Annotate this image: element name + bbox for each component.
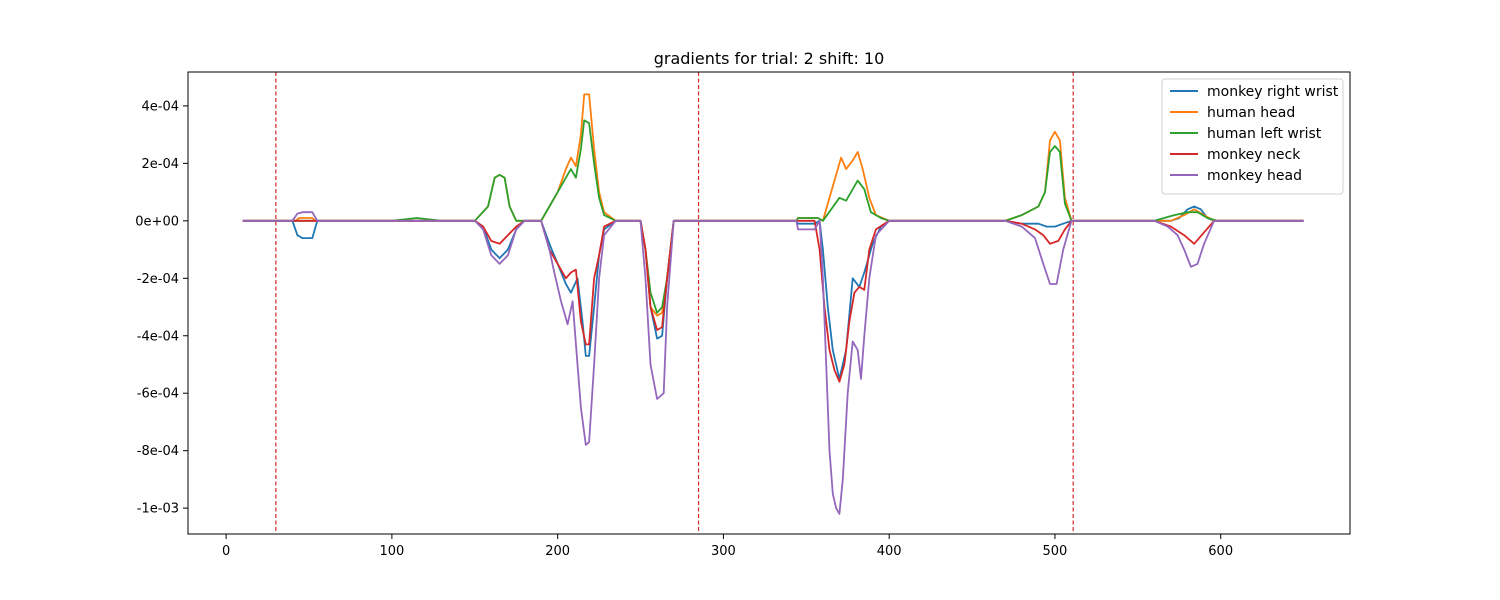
series-line-monkey-neck xyxy=(242,219,1304,383)
x-tick-label: 200 xyxy=(545,544,570,559)
legend-label: human head xyxy=(1207,105,1295,121)
y-tick-label: -8e-04 xyxy=(137,444,179,459)
x-tick-label: 0 xyxy=(222,544,230,559)
legend-label: monkey neck xyxy=(1207,147,1301,163)
axes: 0 100 200 300 400 500 600 4e-04 2e-04 0e+00 -2e-04… xyxy=(135,71,1351,559)
legend-label: human left wrist xyxy=(1207,126,1322,142)
plot-frame xyxy=(187,71,1351,535)
x-tick-label: 300 xyxy=(711,544,736,559)
y-tick-label: 4e-04 xyxy=(141,99,179,114)
legend-label: monkey head xyxy=(1207,168,1302,184)
series-line-monkey-head xyxy=(242,211,1304,515)
series-line-human-left-wrist xyxy=(242,119,1304,314)
x-tick-label: 400 xyxy=(877,544,902,559)
series-line-monkey-right-wrist xyxy=(242,205,1304,380)
x-tick-label: 600 xyxy=(1208,544,1233,559)
y-tick-label: -6e-04 xyxy=(137,387,179,402)
y-tick-label: -4e-04 xyxy=(137,329,179,344)
legend-label: monkey right wrist xyxy=(1207,84,1339,100)
legend-box xyxy=(1161,78,1344,195)
x-tick-label: 100 xyxy=(379,544,404,559)
series-line-human-head xyxy=(242,93,1304,317)
chart-title: gradients for trial: 2 shift: 10 xyxy=(654,49,885,68)
y-tick-label: -1e-03 xyxy=(137,502,179,517)
y-tick-label: 0e+00 xyxy=(135,214,179,229)
y-tick-label: -2e-04 xyxy=(137,272,179,287)
x-tick-label: 500 xyxy=(1043,544,1068,559)
legend: monkey right wrist human head human left w… xyxy=(1161,78,1344,195)
y-tick-label: 2e-04 xyxy=(141,157,179,172)
